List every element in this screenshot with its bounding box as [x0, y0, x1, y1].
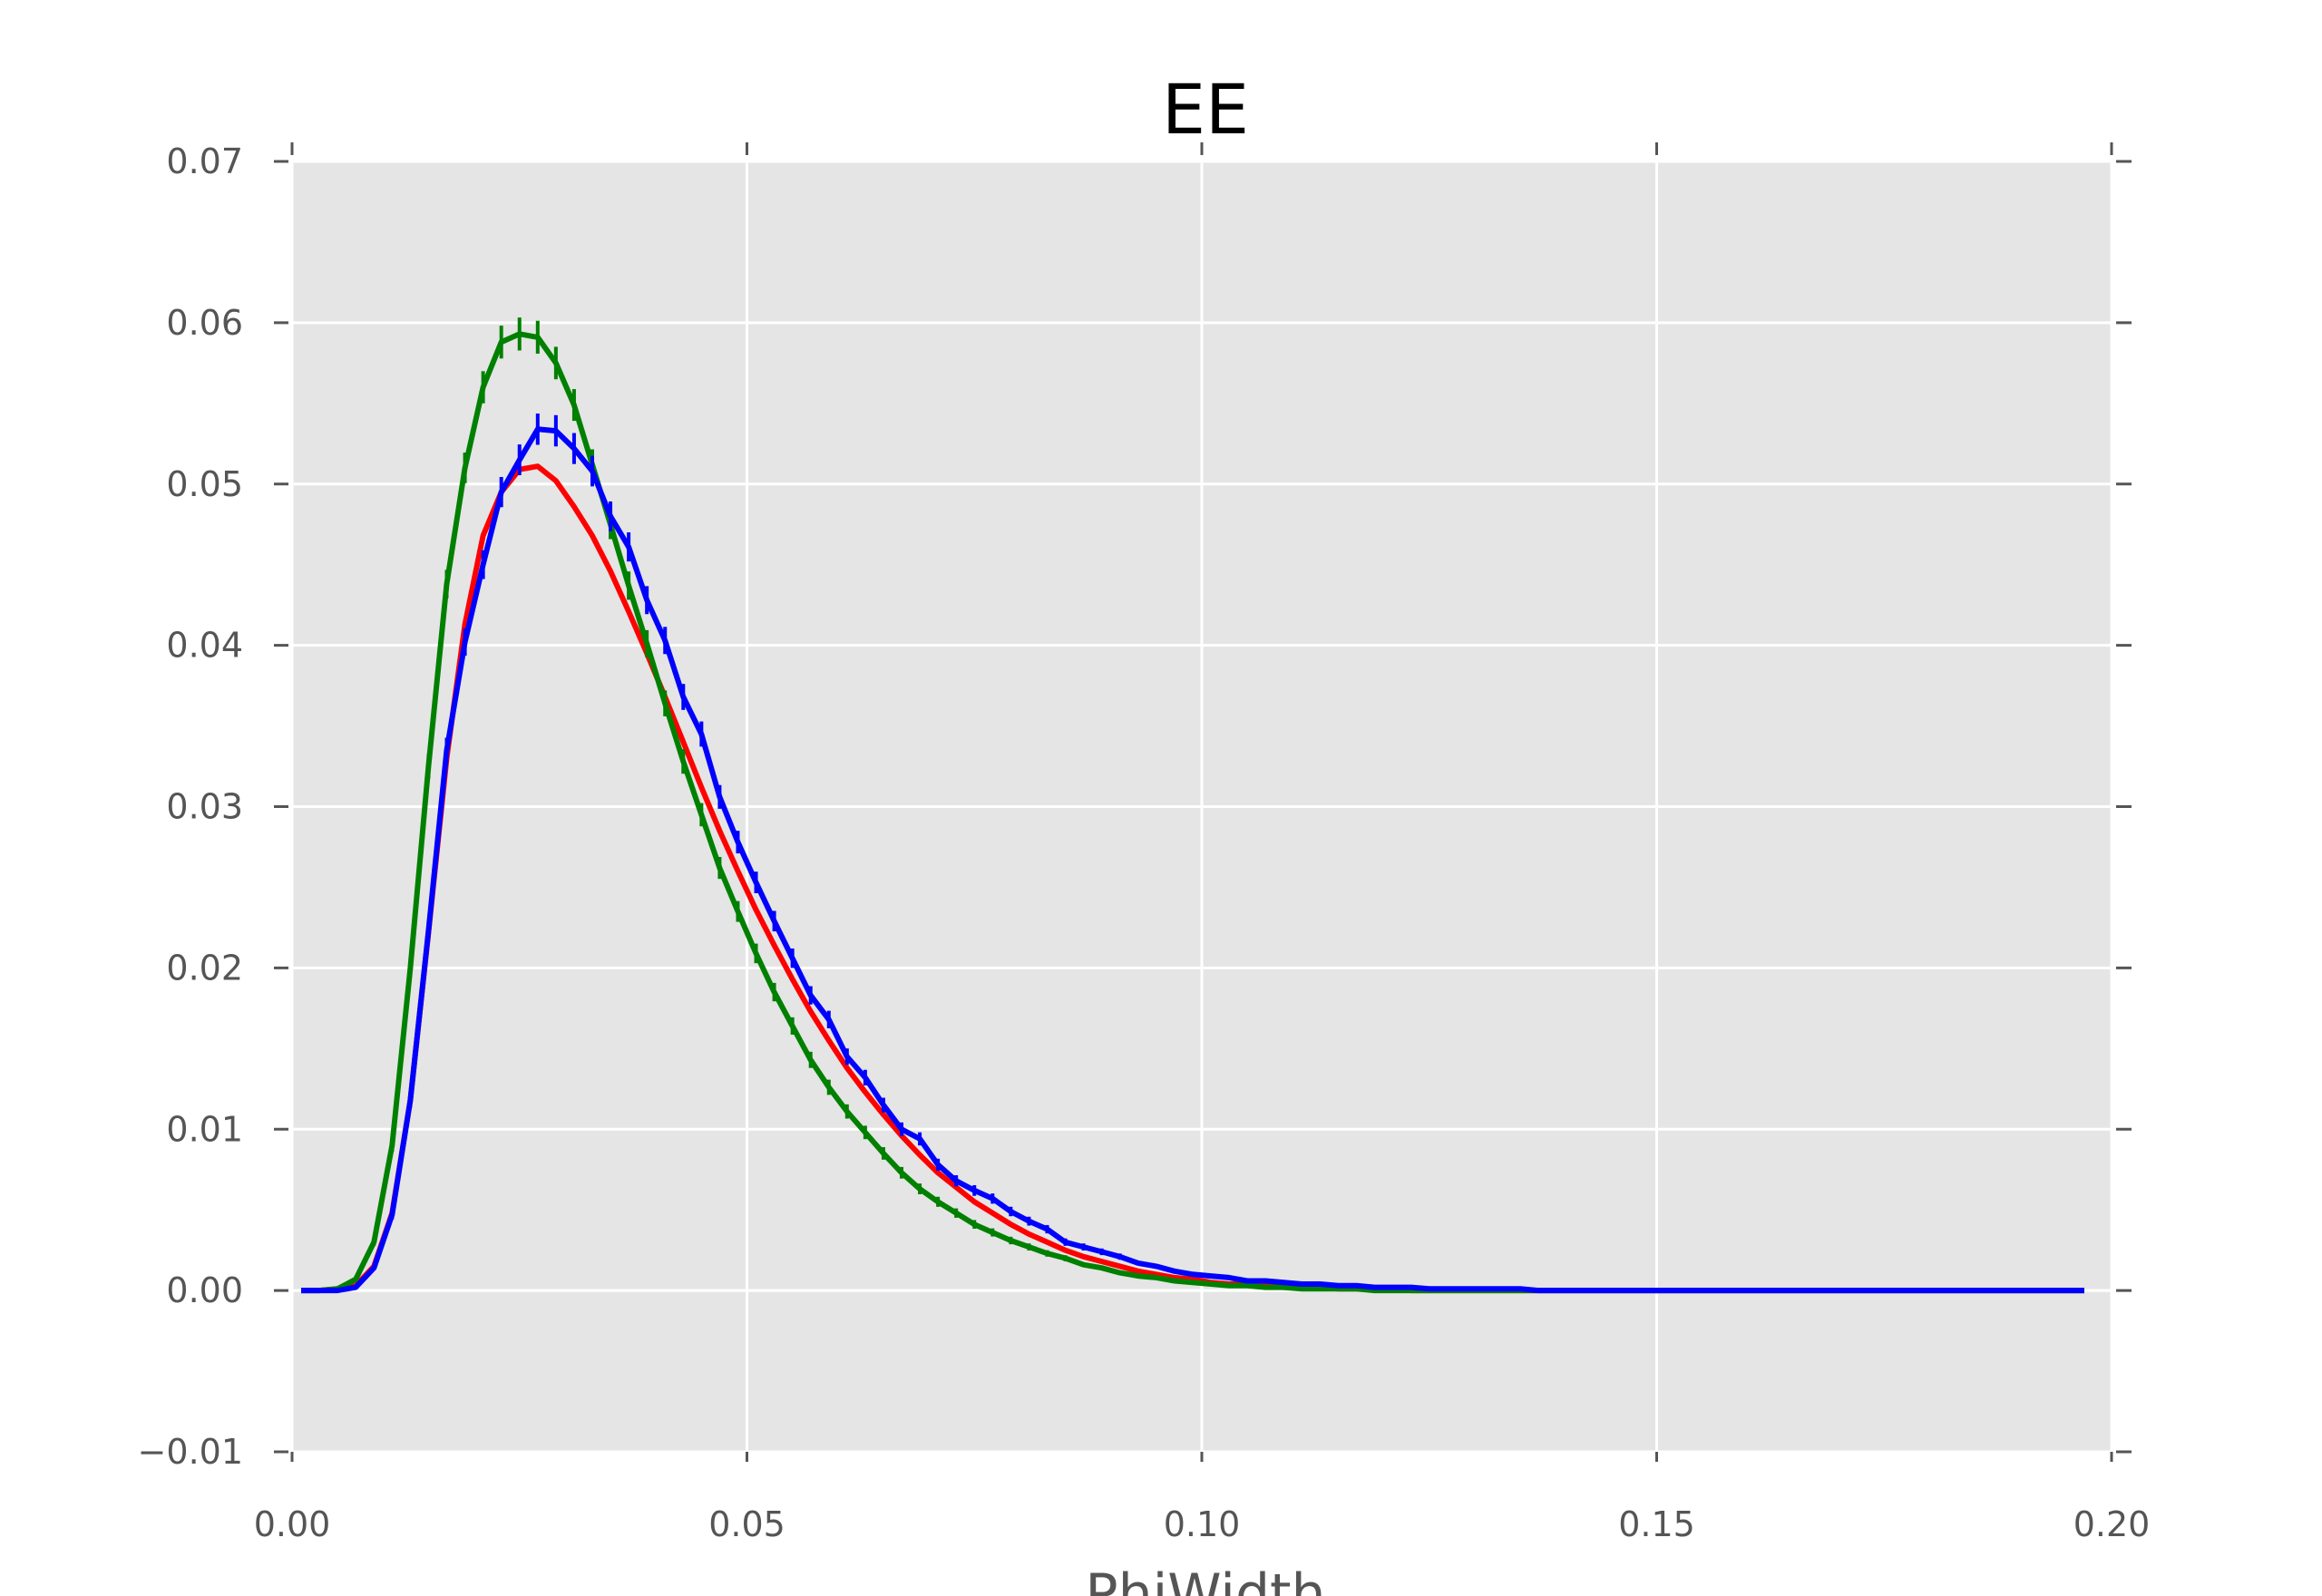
x-tick-label: 0.15	[1618, 1504, 1695, 1544]
x-tick-label: 0.05	[708, 1504, 785, 1544]
x-tick-label: 0.20	[2073, 1504, 2151, 1544]
y-tick-label: 0.06	[166, 303, 243, 343]
y-tick-label: −0.01	[138, 1432, 243, 1472]
x-tick-label: 0.00	[254, 1504, 331, 1544]
y-tick-label: 0.04	[166, 626, 243, 666]
y-tick-label: 0.02	[166, 948, 243, 988]
axis-ticks	[274, 142, 2132, 1462]
x-axis-label: PhiWidth	[1085, 1562, 1325, 1596]
y-tick-label: 0.07	[166, 141, 243, 181]
y-tick-label: 0.05	[166, 464, 243, 504]
y-tick-label: 0.00	[166, 1270, 243, 1310]
tick-labels: 0.00 0.05 0.10 0.15 0.20 −0.01 0.00 0.01 0.02 0.0…	[138, 141, 2151, 1544]
grid	[290, 160, 2113, 1454]
series-layer	[301, 317, 2084, 1294]
x-tick-label: 0.10	[1164, 1504, 1241, 1544]
y-tick-label: 0.01	[166, 1109, 243, 1149]
series-line-3	[301, 426, 2084, 1294]
y-tick-label: 0.03	[166, 787, 243, 827]
chart-title: EE	[1162, 69, 1249, 150]
